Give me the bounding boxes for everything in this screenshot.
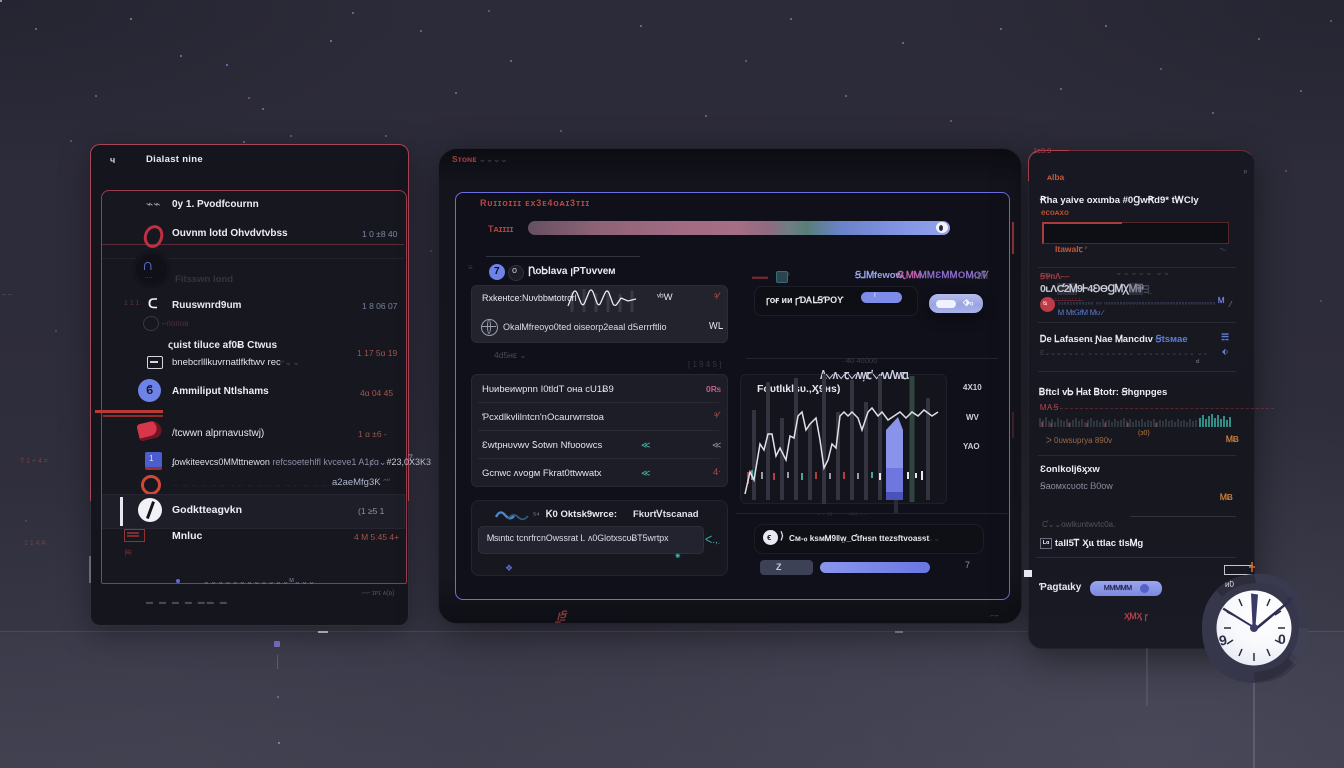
svg-text:0: 0 xyxy=(1278,631,1286,647)
svg-text:9: 9 xyxy=(1218,632,1229,649)
